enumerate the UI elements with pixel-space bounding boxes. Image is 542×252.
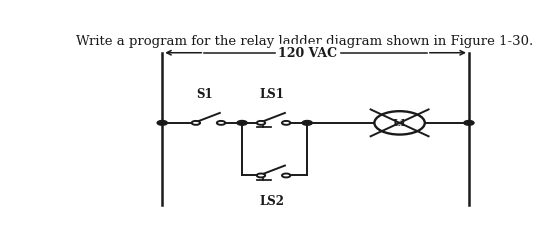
Circle shape [464, 121, 474, 126]
Circle shape [375, 112, 425, 135]
Circle shape [257, 121, 265, 125]
Circle shape [257, 174, 265, 178]
Circle shape [192, 121, 200, 125]
Circle shape [282, 174, 291, 178]
Text: S1: S1 [196, 88, 212, 101]
Circle shape [217, 121, 225, 125]
Text: LS1: LS1 [259, 88, 284, 101]
Text: LS2: LS2 [259, 194, 284, 207]
Text: Write a program for the relay ladder diagram shown in Figure 1-30.: Write a program for the relay ladder dia… [76, 35, 533, 48]
Circle shape [237, 121, 247, 126]
Text: 120 VAC: 120 VAC [278, 47, 337, 60]
Circle shape [282, 121, 291, 125]
Circle shape [157, 121, 167, 126]
Circle shape [302, 121, 312, 126]
Text: L1: L1 [392, 119, 407, 128]
